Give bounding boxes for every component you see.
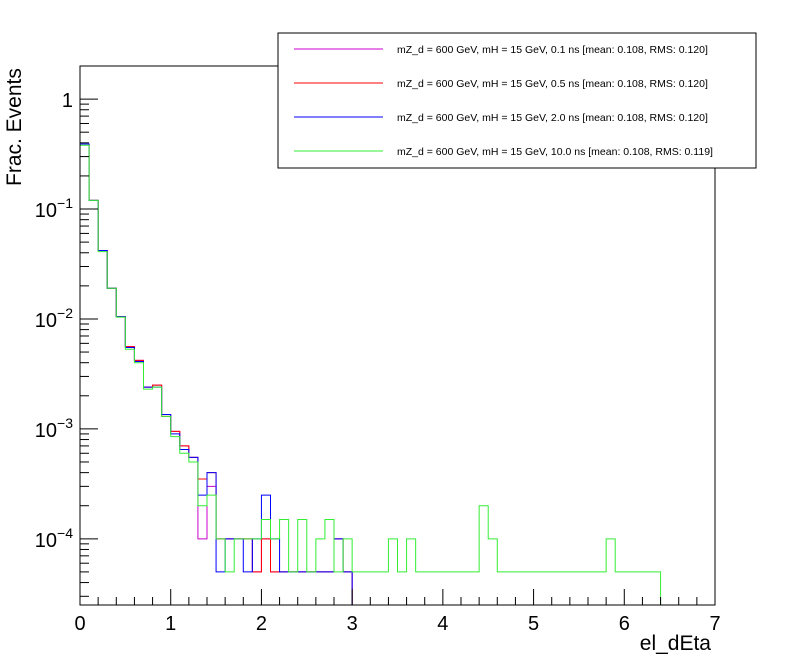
legend-label: mZ_d = 600 GeV, mH = 15 GeV, 0.1 ns [mea… — [397, 44, 708, 56]
x-axis-label: el_dEta — [640, 632, 712, 655]
series-line-4 — [79, 144, 715, 606]
legend-label: mZ_d = 600 GeV, mH = 15 GeV, 0.5 ns [mea… — [397, 78, 708, 90]
y-tick-label: 10−1 — [35, 195, 73, 222]
x-tick-label: 1 — [165, 613, 176, 635]
x-tick-label: 0 — [74, 613, 85, 635]
y-tick-label: 10−3 — [35, 415, 73, 442]
x-tick-label: 5 — [528, 613, 539, 635]
legend-label: mZ_d = 600 GeV, mH = 15 GeV, 2.0 ns [mea… — [397, 112, 708, 124]
x-tick-label: 2 — [256, 613, 267, 635]
x-tick-label: 7 — [709, 613, 720, 635]
x-tick-label: 3 — [347, 613, 358, 635]
x-tick-label: 4 — [437, 613, 448, 635]
y-tick-label: 1 — [62, 90, 73, 112]
series-layer — [79, 143, 715, 606]
x-axis: 0 1 2 3 4 5 6 7 — [74, 589, 721, 635]
legend-label: mZ_d = 600 GeV, mH = 15 GeV, 10.0 ns [me… — [397, 146, 713, 158]
x-tick-label: 6 — [619, 613, 630, 635]
y-tick-label: 10−2 — [35, 305, 73, 332]
y-axis: 1 10−1 10−2 10−3 10−4 — [35, 65, 98, 597]
y-axis-label: Frac. Events — [3, 68, 26, 186]
legend: mZ_d = 600 GeV, mH = 15 GeV, 0.1 ns [mea… — [277, 32, 757, 169]
legend-box — [277, 32, 757, 169]
y-tick-label: 10−4 — [35, 525, 73, 552]
